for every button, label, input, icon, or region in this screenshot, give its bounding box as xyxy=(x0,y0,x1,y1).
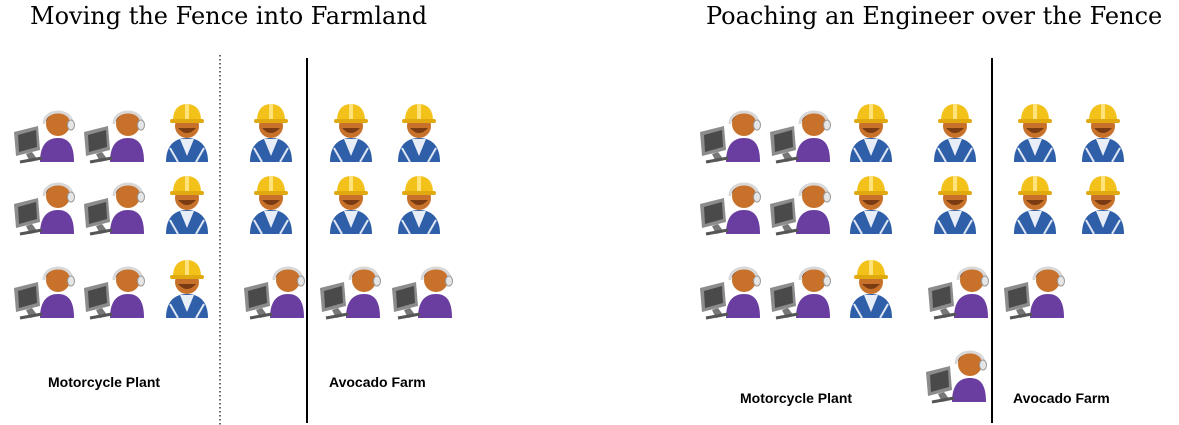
worker-icon xyxy=(1068,96,1138,166)
worker-icon xyxy=(152,252,222,322)
engineer-icon xyxy=(696,96,766,166)
motorcycle-plant-label: Motorcycle Plant xyxy=(740,390,853,406)
engineer-icon xyxy=(10,168,80,238)
engineer-icon xyxy=(696,168,766,238)
engineer-icon xyxy=(80,168,150,238)
engineer-icon xyxy=(10,252,80,322)
original-fence-line xyxy=(306,58,308,423)
worker-icon xyxy=(836,252,906,322)
engineer-icon xyxy=(696,252,766,322)
engineer-icon xyxy=(80,96,150,166)
engineer-icon xyxy=(1000,252,1070,322)
right-panel-title: Poaching an Engineer over the Fence xyxy=(706,2,1163,30)
left-panel-title: Moving the Fence into Farmland xyxy=(30,2,428,30)
worker-icon xyxy=(1000,168,1070,238)
engineer-icon xyxy=(924,252,994,322)
engineer-icon xyxy=(80,252,150,322)
avocado-farm-label: Avocado Farm xyxy=(1013,390,1110,406)
engineer-icon xyxy=(240,252,310,322)
worker-icon xyxy=(316,96,386,166)
worker-icon xyxy=(384,96,454,166)
engineer-icon xyxy=(316,252,386,322)
worker-icon xyxy=(236,168,306,238)
fence-line xyxy=(991,58,993,423)
motorcycle-plant-label: Motorcycle Plant xyxy=(48,374,161,390)
worker-icon xyxy=(836,168,906,238)
worker-icon xyxy=(152,168,222,238)
worker-icon xyxy=(920,96,990,166)
worker-icon xyxy=(1068,168,1138,238)
worker-icon xyxy=(836,96,906,166)
moved-fence-dotted-line xyxy=(219,55,221,425)
worker-icon xyxy=(920,168,990,238)
worker-icon xyxy=(236,96,306,166)
engineer-icon xyxy=(766,168,836,238)
avocado-farm-label: Avocado Farm xyxy=(329,374,426,390)
worker-icon xyxy=(316,168,386,238)
engineer-icon xyxy=(766,96,836,166)
engineer-icon xyxy=(10,96,80,166)
worker-icon xyxy=(1000,96,1070,166)
engineer-icon xyxy=(388,252,458,322)
worker-icon xyxy=(152,96,222,166)
poached-engineer-icon xyxy=(922,336,992,406)
worker-icon xyxy=(384,168,454,238)
engineer-icon xyxy=(766,252,836,322)
